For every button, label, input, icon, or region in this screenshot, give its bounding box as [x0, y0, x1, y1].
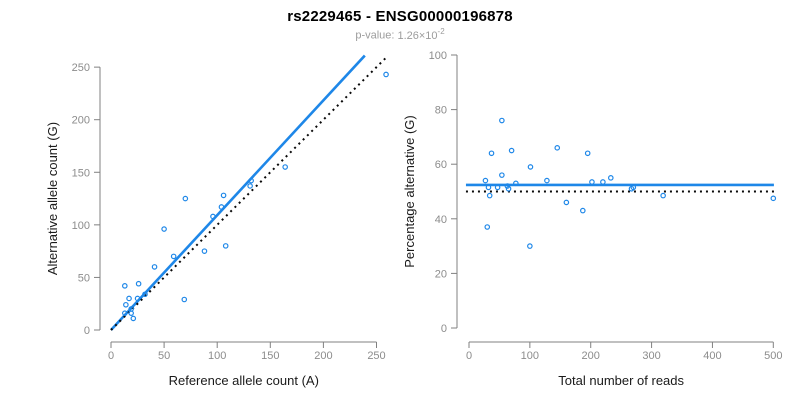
x-tick-label: 250 — [367, 350, 385, 362]
data-point — [128, 310, 134, 316]
data-point — [484, 224, 491, 230]
x-tick-label: 400 — [703, 350, 721, 362]
x-tick-label: 50 — [158, 350, 170, 362]
y-tick-label: 150 — [72, 167, 90, 179]
data-point — [499, 117, 505, 124]
data-point — [499, 172, 505, 178]
data-point — [488, 150, 495, 157]
data-point — [608, 175, 614, 181]
data-point — [494, 184, 501, 191]
data-point — [218, 204, 225, 210]
data-point — [504, 183, 511, 189]
y-axis-label: Percentage alternative (G) — [402, 115, 417, 267]
y-tick-label: 60 — [435, 159, 447, 171]
regression-line — [110, 54, 366, 331]
p-value-exponent: -2 — [437, 27, 445, 36]
data-point — [486, 192, 493, 199]
x-axis-label: Total number of reads — [558, 373, 684, 388]
page-title: rs2229465 - ENSG00000196878 — [287, 8, 513, 25]
data-point — [170, 253, 177, 260]
y-tick-label: 250 — [72, 62, 90, 74]
y-tick-label: 20 — [435, 268, 447, 280]
y-tick-label: 80 — [435, 105, 447, 117]
x-tick-label: 300 — [642, 350, 660, 362]
y-tick-label: 0 — [441, 323, 447, 335]
data-point — [122, 283, 128, 289]
data-point — [630, 184, 637, 191]
left-scatter-panel: 0 50 100 150 200 250 0 50 100 150 200 250 Reference … — [45, 54, 389, 388]
data-point — [513, 180, 519, 187]
data-point — [600, 179, 606, 185]
data-point — [383, 71, 389, 78]
p-value-base: 1.26×10 — [397, 29, 438, 42]
data-point — [142, 291, 148, 298]
data-point — [544, 177, 550, 184]
x-tick-label: 100 — [521, 350, 539, 362]
data-point — [210, 213, 216, 220]
data-point — [584, 150, 591, 157]
identity-line — [110, 56, 387, 331]
data-point — [122, 310, 128, 316]
x-tick-label: 500 — [764, 350, 782, 362]
data-point — [482, 177, 489, 184]
y-tick-label: 200 — [72, 115, 90, 127]
data-point — [282, 164, 288, 170]
data-point — [201, 248, 208, 254]
data-point — [182, 195, 189, 202]
right-scatter-panel: 0 20 40 60 80 100 0 100 200 300 400 500 Total number… — [402, 50, 782, 388]
y-tick-label: 50 — [78, 272, 90, 284]
data-point — [505, 185, 512, 192]
data-point — [151, 264, 158, 270]
p-value-label: p-value: — [355, 29, 395, 42]
x-tick-label: 200 — [314, 350, 332, 362]
data-point — [247, 183, 253, 189]
data-point — [130, 315, 137, 322]
data-point — [222, 243, 229, 249]
data-point — [527, 243, 533, 249]
data-point — [161, 226, 167, 232]
y-axis-label: Alternative allele count (G) — [45, 122, 60, 275]
data-point — [123, 301, 129, 308]
data-point — [508, 147, 515, 154]
y-tick-label: 100 — [72, 220, 90, 232]
x-tick-label: 0 — [466, 350, 472, 362]
data-point — [220, 192, 227, 199]
data-point — [660, 192, 666, 199]
y-tick-label: 0 — [84, 325, 90, 337]
data-point — [181, 296, 188, 303]
data-point — [134, 295, 141, 302]
data-point — [485, 184, 492, 191]
data-point — [563, 199, 570, 206]
data-point — [770, 195, 777, 202]
x-tick-label: 0 — [108, 350, 114, 362]
y-tick-label: 100 — [429, 50, 447, 62]
x-tick-label: 150 — [261, 350, 279, 362]
data-point — [135, 280, 142, 287]
x-tick-label: 200 — [582, 350, 600, 362]
data-point — [126, 295, 132, 302]
p-value-subtitle: p-value: 1.26×10-2 — [0, 27, 800, 42]
data-point — [589, 179, 595, 185]
data-point — [554, 145, 561, 151]
data-point — [248, 177, 254, 184]
x-tick-label: 100 — [208, 350, 226, 362]
y-tick-label: 40 — [435, 214, 447, 226]
x-axis-label: Reference allele count (A) — [169, 373, 319, 388]
data-point — [580, 207, 586, 214]
data-point — [527, 164, 534, 170]
